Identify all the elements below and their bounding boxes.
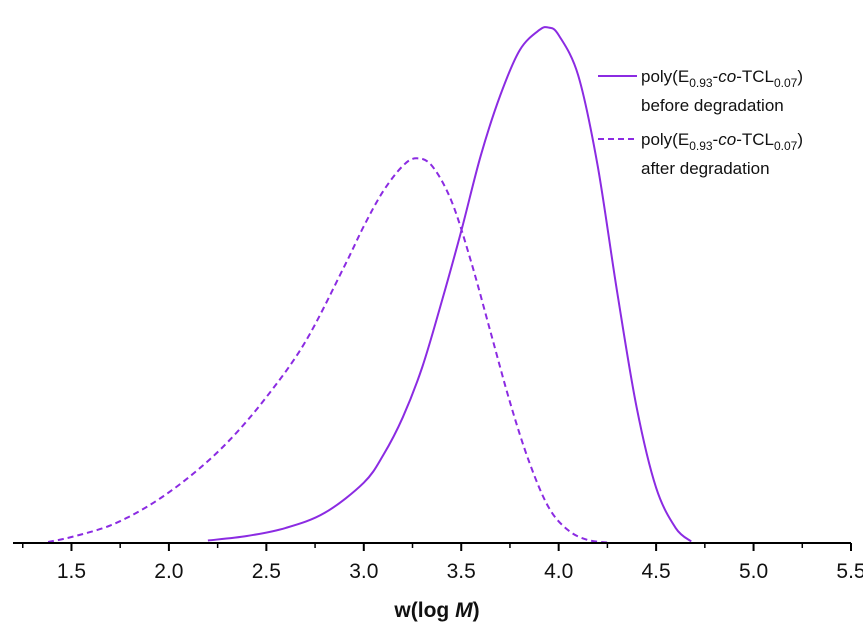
- series-line-2: [47, 157, 608, 544]
- x-ticks: [21, 543, 852, 551]
- legend-entry-2: poly(E0.93-co-TCL0.07) after degradation: [598, 130, 803, 178]
- x-tick-label: 4.0: [544, 560, 573, 583]
- x-tick-label: 2.5: [252, 560, 281, 583]
- x-tick-label: 2.0: [154, 560, 183, 583]
- x-tick-labels: 1.5 2.0 2.5 3.0 3.5 4.0 4.5 5.0 5.5: [57, 560, 863, 583]
- legend-label-2-line2: after degradation: [641, 159, 770, 178]
- x-tick-label: 5.0: [739, 560, 768, 583]
- legend-label-1: poly(E0.93-co-TCL0.07): [641, 67, 803, 90]
- curves: [47, 26, 692, 544]
- legend-entry-1: poly(E0.93-co-TCL0.07) before degradatio…: [598, 67, 803, 115]
- series-line-1: [207, 26, 692, 543]
- x-axis-title: w(log M): [393, 599, 479, 622]
- x-tick-label: 5.5: [836, 560, 863, 583]
- legend: poly(E0.93-co-TCL0.07) before degradatio…: [598, 67, 803, 178]
- x-tick-label: 3.0: [349, 560, 378, 583]
- x-tick-label: 3.5: [447, 560, 476, 583]
- legend-label-2: poly(E0.93-co-TCL0.07): [641, 130, 803, 153]
- legend-label-1-line2: before degradation: [641, 96, 784, 115]
- x-tick-label: 4.5: [642, 560, 671, 583]
- x-tick-label: 1.5: [57, 560, 86, 583]
